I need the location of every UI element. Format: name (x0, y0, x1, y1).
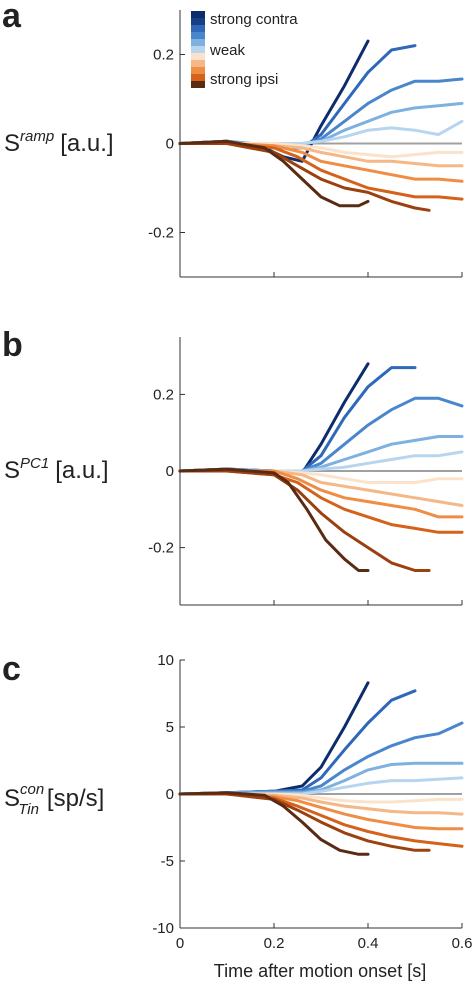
panel-a-ylabel-sup: ramp (20, 128, 54, 145)
x-tick-label: 0.4 (358, 935, 379, 952)
panel-c-ylabel-sub: Tin (18, 801, 39, 818)
panel-b: b SPC1 [a.u.] -0.2 0 0.2 (2, 326, 464, 606)
legend-swatch-4 (191, 32, 205, 39)
panel-a-axes: -0.2 0 0.2 (148, 10, 463, 278)
series-line-11 (178, 467, 370, 572)
legend-swatch-5 (191, 39, 205, 46)
series-line-11 (178, 139, 370, 208)
y-tick-label: 0 (166, 786, 174, 803)
series-line-10 (178, 142, 431, 212)
legend-swatch-7 (191, 53, 205, 60)
legend-swatch-10 (191, 74, 205, 81)
panel-b-ylabel-sup: PC1 (20, 455, 49, 472)
panel-a-ylabel-main: S (4, 130, 20, 157)
panel-c-axes: -10 -5 0 5 10 0 0.2 0.4 0.6 (152, 652, 472, 952)
panel-b-lines (178, 362, 464, 572)
series-line-3 (178, 396, 464, 473)
series-line-10 (178, 792, 431, 852)
series-line-8 (178, 469, 464, 519)
legend-label-strong-ipsi: strong ipsi (210, 71, 278, 88)
y-tick-label: 5 (166, 719, 174, 736)
panel-b-ylabel-unit: [a.u.] (55, 457, 108, 484)
legend-swatch-3 (191, 25, 205, 32)
panel-c: c Scon Tin [sp/s] -10 -5 0 5 10 0 0.2 0.4 0.6 (2, 650, 472, 952)
y-tick-label: -0.2 (148, 225, 174, 242)
y-tick-label: 0.2 (153, 386, 174, 403)
legend-swatch-9 (191, 67, 205, 74)
series-line-3 (178, 721, 464, 796)
y-tick-label: 0.2 (153, 47, 174, 64)
legend-swatch-11 (191, 81, 205, 88)
panel-a-lines (178, 39, 464, 212)
series-line-1 (178, 362, 370, 475)
legend-swatch-2 (191, 18, 205, 25)
panel-a: a Sramp [a.u.] -0.2 0 0.2 strong contra wea… (2, 0, 464, 278)
x-axis-label: Time after motion onset [s] (214, 961, 426, 981)
y-tick-label: 10 (157, 652, 174, 669)
panel-a-ylabel: Sramp [a.u.] (4, 128, 114, 157)
series-line-9 (178, 469, 464, 534)
panel-b-ylabel-main: S (4, 457, 20, 484)
panel-a-letter: a (2, 0, 22, 35)
panel-c-ylabel: Scon Tin [sp/s] (4, 781, 104, 818)
legend-swatch-8 (191, 60, 205, 67)
panel-b-letter: b (2, 326, 23, 364)
series-line-6 (178, 469, 464, 484)
series-line-1 (178, 681, 370, 796)
legend-swatch-6 (191, 46, 205, 53)
panel-c-letter: c (2, 650, 21, 688)
panel-b-ylabel: SPC1 [a.u.] (4, 455, 109, 484)
y-tick-label: 0 (166, 463, 174, 480)
legend: strong contra weak strong ipsi (191, 11, 298, 88)
series-line-2 (178, 689, 417, 796)
legend-label-strong-contra: strong contra (210, 11, 298, 28)
legend-swatch-1 (191, 11, 205, 18)
y-tick-label: 0 (166, 136, 174, 153)
series-line-10 (178, 469, 431, 572)
panel-c-ylabel-sup: con (20, 781, 44, 798)
panel-c-lines (178, 681, 464, 856)
x-tick-label: 0.6 (452, 935, 473, 952)
series-line-6 (178, 142, 464, 159)
legend-label-weak: weak (209, 42, 246, 59)
x-tick-label: 0.2 (264, 935, 285, 952)
series-line-11 (178, 791, 370, 856)
panel-c-ylabel-unit: [sp/s] (47, 785, 104, 812)
y-tick-label: -5 (161, 853, 174, 870)
series-line-2 (178, 366, 417, 473)
y-tick-label: -10 (152, 920, 174, 937)
x-tick-label: 0 (176, 935, 184, 952)
panel-c-ylabel-main: S (4, 785, 20, 812)
panel-a-ylabel-unit: [a.u.] (60, 130, 113, 157)
y-tick-label: -0.2 (148, 540, 174, 557)
